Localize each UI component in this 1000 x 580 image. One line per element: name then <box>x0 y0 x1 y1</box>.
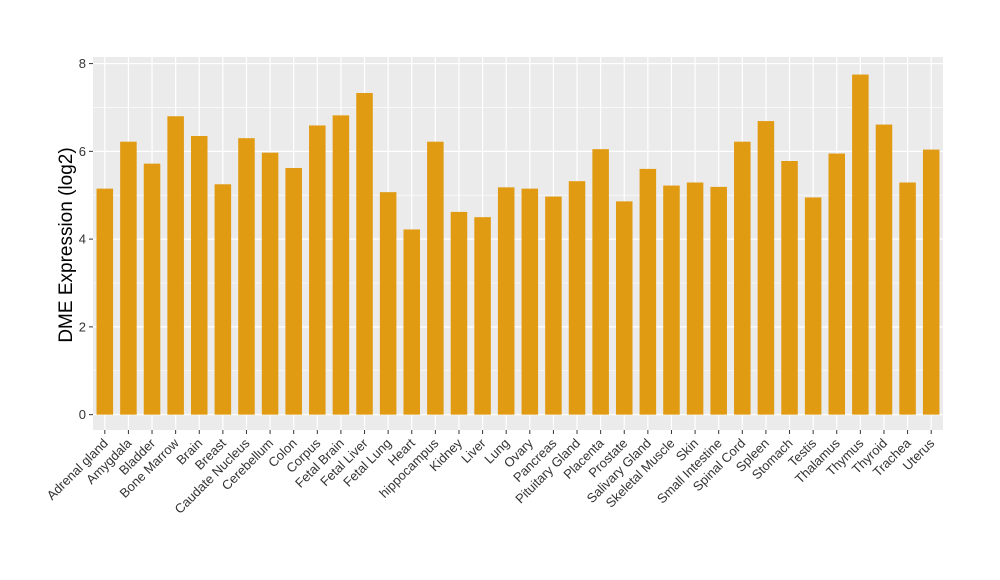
bar <box>781 161 798 415</box>
bar <box>852 74 869 415</box>
bar <box>710 186 727 415</box>
bar <box>663 185 680 415</box>
bar <box>474 217 491 415</box>
bar <box>521 188 539 415</box>
y-tick-label: 2 <box>79 319 86 334</box>
bar <box>592 149 609 415</box>
bar <box>285 168 302 415</box>
bar <box>922 149 940 415</box>
bar <box>190 135 208 415</box>
bar <box>828 153 846 415</box>
bar <box>261 152 279 415</box>
bar <box>639 168 657 415</box>
bar <box>757 121 775 415</box>
y-axis: 0 2 4 6 8 <box>79 56 93 422</box>
bar <box>734 141 751 415</box>
bar <box>568 181 586 415</box>
bar <box>899 182 916 415</box>
y-tick-label: 4 <box>79 232 86 247</box>
bar <box>450 211 468 415</box>
bar <box>356 92 373 415</box>
bar <box>875 124 893 415</box>
bar <box>120 141 137 415</box>
bar <box>379 192 397 415</box>
bar <box>497 187 515 415</box>
bar <box>214 184 232 415</box>
bar <box>686 182 704 415</box>
bar <box>96 188 114 415</box>
bar <box>403 229 421 415</box>
y-tick-label: 6 <box>79 144 86 159</box>
bar <box>143 163 161 415</box>
panel-background <box>93 57 943 430</box>
bar <box>332 115 350 415</box>
bar <box>238 138 255 415</box>
bar <box>615 201 633 415</box>
bar <box>309 125 326 415</box>
plot-panel <box>93 57 943 430</box>
y-tick-label: 8 <box>79 56 86 71</box>
bar <box>427 141 444 415</box>
y-axis-title: DME Expression (log2) <box>56 147 77 342</box>
bar <box>167 116 184 415</box>
y-tick-label: 0 <box>79 407 86 422</box>
bar <box>804 197 822 415</box>
bar-series <box>96 74 940 415</box>
bar <box>545 196 562 415</box>
